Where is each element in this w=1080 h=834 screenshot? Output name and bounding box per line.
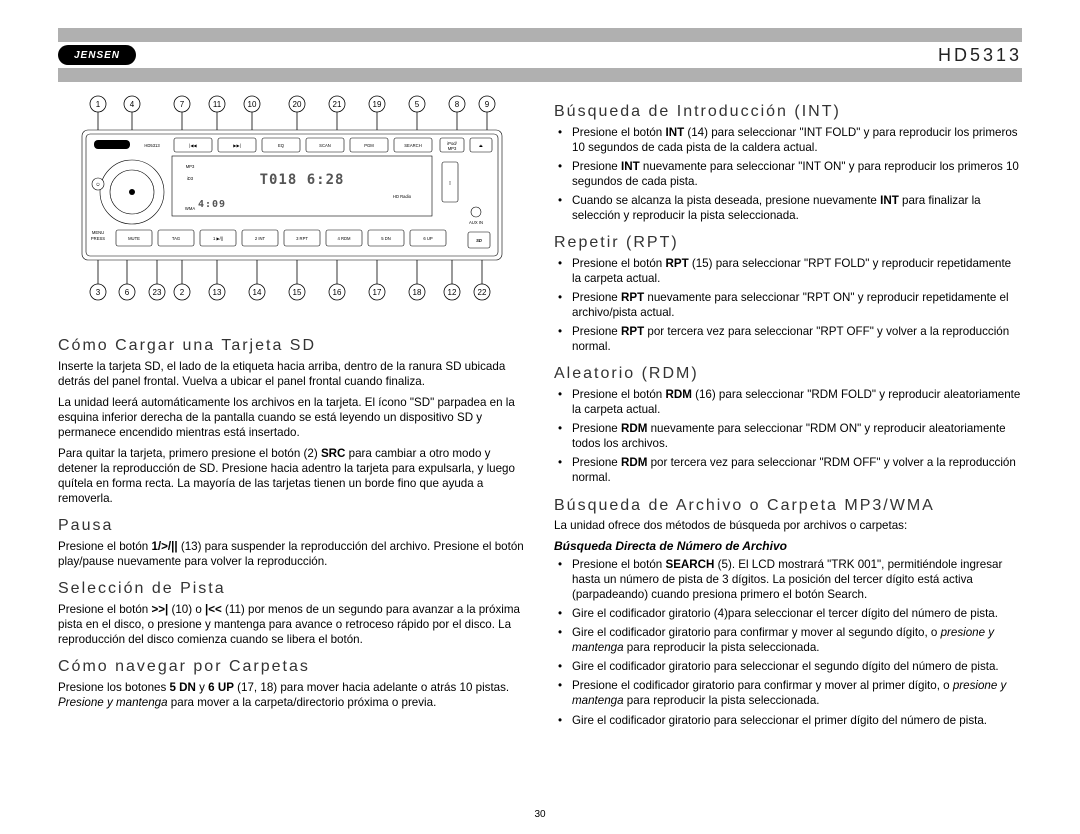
section-title-rpt: Repetir (RPT)	[554, 233, 1022, 254]
left-column: 1471110202119589 JENSEN HD5313 |◀◀▶▶|EQS…	[58, 92, 526, 732]
svg-text:HD Radio: HD Radio	[393, 194, 412, 199]
p-track: Presione el botón >>| (10) o |<< (11) po…	[58, 602, 526, 647]
list-item: Gire el codificador giratorio para selec…	[572, 713, 1022, 728]
svg-text:|◀◀: |◀◀	[189, 143, 197, 148]
svg-text:8: 8	[455, 100, 460, 109]
p-pause: Presione el botón 1/>/|| (13) para suspe…	[58, 539, 526, 569]
svg-text:13: 13	[213, 288, 222, 297]
p-sd-1: Inserte la tarjeta SD, el lado de la eti…	[58, 359, 526, 389]
svg-text:JENSEN: JENSEN	[103, 143, 121, 148]
svg-text:WMA: WMA	[185, 206, 195, 211]
svg-text:MUTE: MUTE	[128, 236, 140, 241]
manual-page: JENSEN HD5313 1471110202119589 JENSEN HD…	[0, 0, 1080, 834]
p-search-intro: La unidad ofrece dos métodos de búsqueda…	[554, 518, 1022, 533]
svg-text:SD: SD	[476, 238, 482, 243]
subhead-direct-search: Búsqueda Directa de Número de Archivo	[554, 539, 1022, 555]
svg-text:16: 16	[333, 288, 342, 297]
svg-text:⏏: ⏏	[479, 143, 483, 148]
svg-text:17: 17	[373, 288, 382, 297]
svg-text:HD5313: HD5313	[144, 143, 160, 148]
svg-text:MP3: MP3	[448, 146, 457, 151]
svg-text:18: 18	[413, 288, 422, 297]
page-number: 30	[534, 809, 545, 820]
section-title-track: Selección de Pista	[58, 579, 526, 600]
p-sd-3: Para quitar la tarjeta, primero presione…	[58, 446, 526, 506]
svg-text:EQ: EQ	[278, 143, 285, 148]
svg-text:2: 2	[180, 288, 185, 297]
section-title-int: Búsqueda de Introducción (INT)	[554, 102, 1022, 123]
section-title-search: Búsqueda de Archivo o Carpeta MP3/WMA	[554, 496, 1022, 517]
svg-text:MP3: MP3	[186, 164, 195, 169]
svg-text:MENU: MENU	[92, 230, 104, 235]
content-columns: 1471110202119589 JENSEN HD5313 |◀◀▶▶|EQS…	[58, 92, 1022, 732]
list-search: Presione el botón SEARCH (5). El LCD mos…	[554, 557, 1022, 728]
list-item: Gire el codificador giratorio (4)para se…	[572, 606, 1022, 621]
svg-text:▶▶|: ▶▶|	[233, 143, 241, 148]
list-item: Cuando se alcanza la pista deseada, pres…	[572, 193, 1022, 223]
list-item: Presione el botón INT (14) para seleccio…	[572, 125, 1022, 155]
section-title-sd: Cómo Cargar una Tarjeta SD	[58, 336, 526, 357]
right-column: Búsqueda de Introducción (INT) Presione …	[554, 92, 1022, 732]
list-item: Presione el botón RPT (15) para seleccio…	[572, 256, 1022, 286]
list-item: Gire el codificador giratorio para confi…	[572, 625, 1022, 655]
svg-text:5 DN: 5 DN	[381, 236, 391, 241]
svg-text:14: 14	[253, 288, 262, 297]
section-title-folders: Cómo navegar por Carpetas	[58, 657, 526, 678]
svg-text:6 UP: 6 UP	[423, 236, 433, 241]
header-row: JENSEN HD5313	[58, 44, 1022, 66]
svg-text:15: 15	[293, 288, 302, 297]
svg-text:23: 23	[153, 288, 162, 297]
svg-text:19: 19	[373, 100, 382, 109]
section-title-rdm: Aleatorio (RDM)	[554, 364, 1022, 385]
svg-text:3: 3	[96, 288, 101, 297]
svg-text:20: 20	[293, 100, 302, 109]
svg-text:▯: ▯	[449, 180, 451, 185]
p-folders: Presione los botones 5 DN y 6 UP (17, 18…	[58, 680, 526, 710]
svg-text:22: 22	[478, 288, 487, 297]
svg-text:PRESS: PRESS	[91, 236, 105, 241]
svg-text:6: 6	[125, 288, 130, 297]
svg-text:2 INT: 2 INT	[255, 236, 266, 241]
list-rdm: Presione el botón RDM (16) para seleccio…	[554, 387, 1022, 485]
svg-text:5: 5	[415, 100, 420, 109]
svg-text:7: 7	[180, 100, 185, 109]
svg-text:10: 10	[248, 100, 257, 109]
svg-text:4:09: 4:09	[198, 199, 226, 210]
svg-text:4 RDM: 4 RDM	[337, 236, 351, 241]
p-sd-2: La unidad leerá automáticamente los arch…	[58, 395, 526, 440]
list-int: Presione el botón INT (14) para seleccio…	[554, 125, 1022, 223]
list-item: Presione el codificador giratorio para c…	[572, 678, 1022, 708]
svg-text:T018 6:28: T018 6:28	[260, 172, 345, 188]
svg-text:AUX IN: AUX IN	[469, 220, 483, 225]
svg-text:TAG: TAG	[172, 236, 180, 241]
model-number: HD5313	[938, 45, 1022, 66]
svg-text:PGM: PGM	[364, 143, 374, 148]
svg-text:9: 9	[485, 100, 490, 109]
svg-text:3 RPT: 3 RPT	[296, 236, 308, 241]
svg-text:1 ▶/||: 1 ▶/||	[213, 236, 223, 241]
list-item: Presione el botón RDM (16) para seleccio…	[572, 387, 1022, 417]
section-title-pause: Pausa	[58, 516, 526, 537]
radio-diagram: 1471110202119589 JENSEN HD5313 |◀◀▶▶|EQS…	[58, 92, 526, 312]
list-item: Presione el botón SEARCH (5). El LCD mos…	[572, 557, 1022, 602]
list-item: Presione RDM por tercera vez para selecc…	[572, 455, 1022, 485]
brand-logo: JENSEN	[58, 45, 136, 65]
svg-text:iD3: iD3	[187, 176, 194, 181]
list-item: Presione RPT por tercera vez para selecc…	[572, 324, 1022, 354]
list-item: Presione RDM nuevamente para seleccionar…	[572, 421, 1022, 451]
list-item: Presione RPT nuevamente para seleccionar…	[572, 290, 1022, 320]
top-bar	[58, 28, 1022, 42]
mid-bar	[58, 68, 1022, 82]
svg-text:SCAN: SCAN	[319, 143, 331, 148]
svg-text:4: 4	[130, 100, 135, 109]
svg-text:1: 1	[96, 100, 101, 109]
svg-text:21: 21	[333, 100, 342, 109]
list-item: Gire el codificador giratorio para selec…	[572, 659, 1022, 674]
list-item: Presione INT nuevamente para seleccionar…	[572, 159, 1022, 189]
list-rpt: Presione el botón RPT (15) para seleccio…	[554, 256, 1022, 354]
svg-text:12: 12	[448, 288, 457, 297]
svg-text:SEARCH: SEARCH	[404, 143, 421, 148]
svg-text:11: 11	[213, 100, 222, 109]
